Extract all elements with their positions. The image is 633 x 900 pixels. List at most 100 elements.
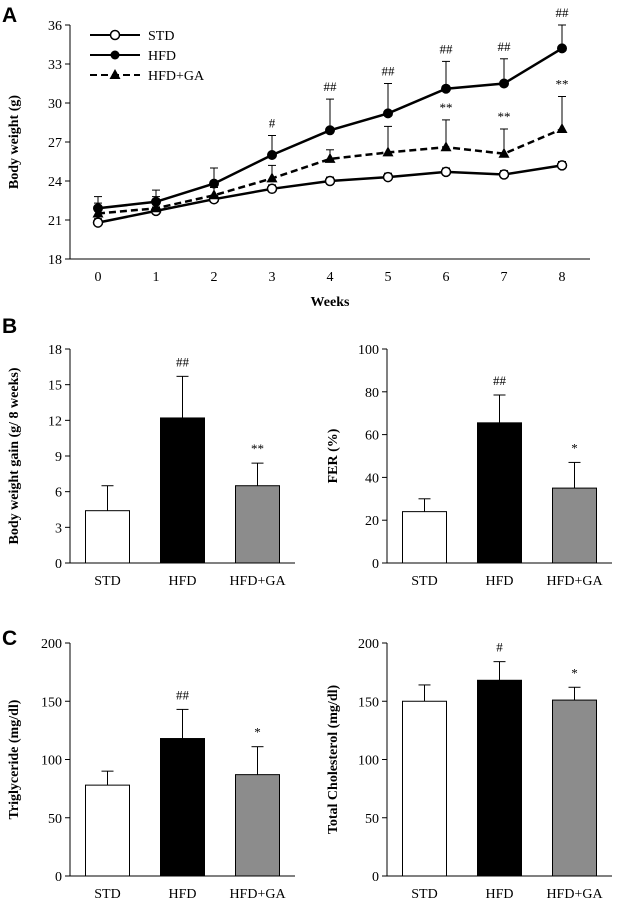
legend-marker [110, 50, 120, 60]
y-tick-label: 100 [358, 343, 379, 358]
significance-label: ## [493, 373, 507, 388]
panel-letter-a: A [2, 4, 17, 27]
legend-label: STD [148, 29, 174, 44]
data-point [556, 160, 568, 171]
x-tick-label: HFD [168, 574, 196, 589]
x-tick-label: STD [94, 887, 120, 900]
body-weight-line-chart: 18 21 24 27 30 33 36 0 1 2 3 4 5 6 7 8 Body weight (g) We… [7, 5, 590, 310]
x-tick-label: 0 [95, 270, 102, 285]
y-tick-label: 150 [358, 695, 379, 710]
series-line [97, 127, 563, 215]
significance-label: ** [251, 441, 264, 456]
y-tick-label: 80 [365, 386, 379, 401]
fer-bar-chart: 0 20 40 60 80 100 FER (%) STD HFD ## HFD+GA * [326, 343, 612, 589]
x-tick-label: 4 [327, 270, 334, 285]
significance-label: * [571, 665, 578, 680]
y-tick-label: 3 [55, 521, 62, 536]
data-point [324, 152, 336, 163]
bar [477, 679, 522, 877]
significance-label: ## [440, 41, 454, 56]
y-tick-label: 18 [48, 343, 62, 358]
data-point [498, 169, 510, 180]
significance-label: ** [556, 77, 569, 92]
significance-label: ## [556, 5, 570, 20]
data-point [440, 166, 452, 178]
bar [552, 487, 597, 564]
significance-label: # [269, 116, 276, 131]
bar [160, 417, 205, 564]
bar [235, 774, 280, 877]
x-tick-label: HFD+GA [229, 574, 286, 589]
y-axis-title: Total Cholesterol (mg/dl) [326, 685, 341, 835]
x-tick-label: HFD [485, 574, 513, 589]
x-tick-label: HFD [168, 887, 196, 900]
y-tick-label: 36 [48, 19, 62, 34]
x-tick-label: 5 [385, 270, 392, 285]
y-tick-label: 6 [55, 486, 62, 501]
x-tick-label: HFD+GA [229, 887, 286, 900]
bar [402, 511, 447, 564]
y-tick-label: 0 [372, 557, 379, 572]
data-point [324, 175, 336, 187]
y-axis-title: Body weight gain (g/ 8 weeks) [7, 367, 22, 544]
significance-label: * [571, 440, 578, 455]
bar [235, 485, 280, 564]
bar [85, 510, 130, 564]
data-point [382, 171, 394, 183]
y-tick-label: 0 [55, 557, 62, 572]
panel-letter-b: B [2, 315, 17, 338]
y-tick-label: 50 [365, 812, 379, 827]
y-axis-title: Triglyceride (mg/dl) [7, 699, 22, 819]
bar [160, 738, 205, 877]
significance-label: ** [498, 109, 511, 124]
x-tick-label: 2 [211, 270, 218, 285]
y-tick-label: 60 [365, 429, 379, 444]
y-tick-label: 21 [48, 214, 62, 229]
data-point [556, 123, 568, 133]
x-tick-label: 6 [443, 270, 450, 285]
y-tick-label: 20 [365, 514, 379, 529]
significance-label: ## [176, 687, 190, 702]
y-tick-label: 12 [48, 414, 62, 429]
y-tick-label: 27 [48, 136, 62, 151]
data-point [440, 141, 452, 152]
x-tick-label: STD [94, 574, 120, 589]
y-tick-label: 33 [48, 58, 62, 73]
bar [85, 784, 130, 877]
data-point [382, 146, 394, 157]
data-point [557, 43, 567, 54]
data-point [92, 207, 104, 218]
data-point [441, 83, 451, 94]
y-tick-label: 30 [48, 97, 62, 112]
y-tick-label: 200 [41, 637, 62, 652]
x-tick-label: 7 [501, 270, 508, 285]
y-tick-label: 100 [358, 754, 379, 769]
legend-marker [109, 69, 121, 79]
panel-letter-c: C [2, 627, 17, 650]
x-tick-label: STD [411, 887, 437, 900]
y-tick-label: 200 [358, 637, 379, 652]
triglyceride-bar-chart: 0 50 100 150 200 Triglyceride (mg/dl) STD HFD ##… [7, 637, 295, 900]
y-tick-label: 40 [365, 471, 379, 486]
data-point [266, 183, 278, 195]
data-point [209, 178, 219, 189]
bar [402, 700, 447, 877]
significance-label: ## [498, 39, 512, 54]
y-tick-label: 15 [48, 379, 62, 394]
y-tick-label: 0 [55, 870, 62, 885]
significance-label: ## [324, 79, 338, 94]
legend-marker [109, 29, 121, 41]
x-tick-label: HFD+GA [546, 574, 603, 589]
data-point [498, 147, 510, 158]
x-tick-label: STD [411, 574, 437, 589]
data-point [325, 125, 335, 136]
y-tick-label: 9 [55, 450, 62, 465]
y-tick-label: 150 [41, 695, 62, 710]
legend-label: HFD [148, 49, 176, 64]
y-tick-label: 50 [48, 812, 62, 827]
data-point [383, 108, 393, 119]
data-point [92, 217, 104, 228]
x-tick-label: 3 [269, 270, 276, 285]
x-axis-title: Weeks [311, 295, 350, 310]
